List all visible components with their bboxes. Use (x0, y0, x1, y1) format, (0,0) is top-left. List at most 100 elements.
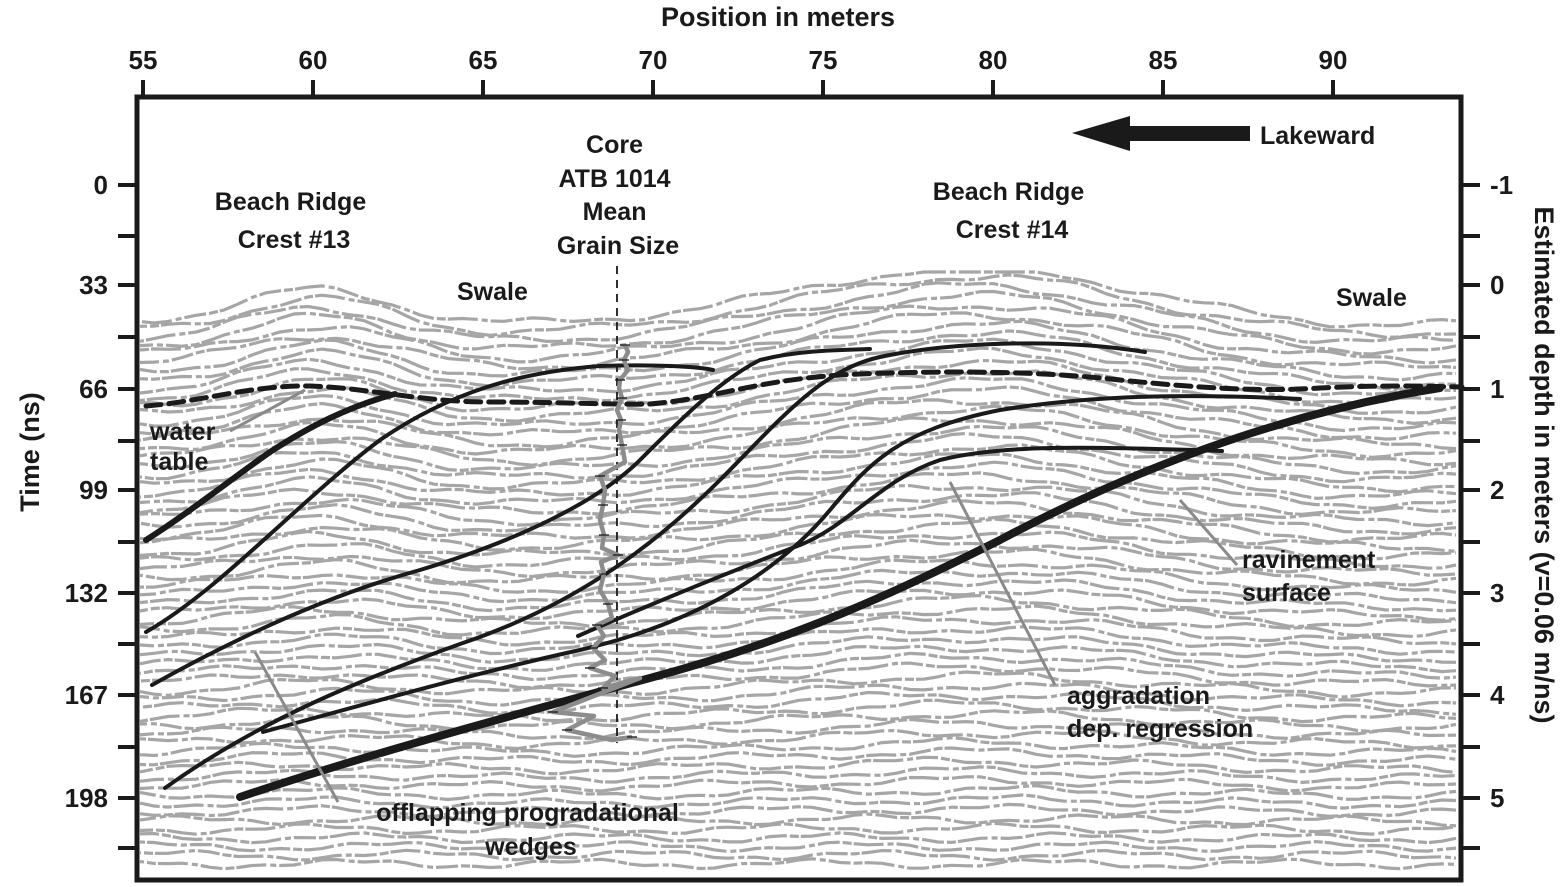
right-axis-title: Estimated depth in meters (v=0.06 m/ns) (1529, 207, 1559, 724)
wedge-line-3 (163, 341, 1147, 790)
crest14-line-2: Crest #14 (956, 216, 1069, 244)
reflection-line (139, 304, 1457, 365)
reflection-line (139, 270, 1457, 329)
reflection-line (139, 604, 1457, 639)
reflection-line (139, 588, 1457, 622)
right-tick-label: 3 (1490, 578, 1504, 608)
wedge-line-5 (576, 445, 1224, 638)
left-tick-label: 132 (65, 578, 108, 608)
aggradation-line-2: dep. regression (1067, 715, 1253, 743)
core-line-2: ATB 1014 (558, 165, 670, 193)
core-label: Core ATB 1014 Mean Grain Size (557, 131, 679, 260)
top-axis-title: Position in meters (661, 2, 895, 32)
swale-left-label: Swale (457, 278, 528, 306)
leader-lines (229, 388, 1239, 803)
core-log (548, 266, 643, 743)
reflection-line (139, 728, 1457, 751)
reflection-line (139, 775, 1457, 793)
left-arrow-icon (1072, 116, 1250, 151)
water-table-line (143, 369, 1465, 409)
reflection-line (139, 499, 1457, 544)
aggradation-line-1: aggradation (1067, 682, 1210, 710)
reflection-line (139, 839, 1457, 854)
reflection-line (139, 273, 1457, 339)
top-tick-label: 80 (979, 45, 1008, 75)
wedge-line-1 (144, 363, 715, 634)
wedge-line-4 (261, 394, 1302, 734)
reflection-line (139, 661, 1457, 690)
grain-size-sample-ticks (548, 344, 637, 738)
upper-wedge-thick-line (143, 391, 398, 543)
offlapping-leader (253, 651, 340, 803)
water-table-label: water table (149, 418, 222, 476)
crest14-label: Beach Ridge Crest #14 (933, 178, 1091, 244)
ravinement-leader (1178, 499, 1239, 566)
plot-frame (134, 94, 1464, 883)
water-table-leader (229, 388, 306, 433)
reflection-line (139, 452, 1457, 500)
lakeward-indicator: Lakeward (1072, 116, 1375, 151)
left-tick-label: 66 (79, 374, 108, 404)
top-tick-label: 90 (1319, 45, 1348, 75)
radargram (137, 97, 1461, 880)
reflection-line (139, 812, 1457, 828)
aggradation-leader (948, 481, 1057, 686)
left-tick-label: 198 (65, 783, 108, 813)
reflection-line (139, 635, 1457, 664)
reflection-line (139, 424, 1457, 476)
reflection-line (139, 538, 1457, 579)
reflection-line (139, 821, 1457, 836)
reflection-line (139, 431, 1457, 484)
core-line-4: Grain Size (557, 232, 679, 260)
reflection-line (139, 568, 1457, 605)
reflection-line (139, 848, 1457, 862)
reflection-line (139, 793, 1457, 810)
reflection-line (139, 802, 1457, 819)
reflection-line (139, 831, 1457, 845)
reflection-line (139, 319, 1457, 382)
crest13-line-1: Beach Ridge (215, 188, 367, 216)
offlapping-label: offlapping progradational wedges (376, 799, 686, 861)
top-tick-label: 65 (469, 45, 498, 75)
left-tick-label: 0 (94, 170, 108, 200)
reflection-line (139, 857, 1457, 871)
lakeward-label: Lakeward (1260, 122, 1375, 150)
water-table-line-1: water (149, 418, 216, 446)
aggradation-label: aggradation dep. regression (1067, 682, 1253, 743)
ravinement-line-2: surface (1242, 579, 1331, 607)
reflection-line (140, 558, 1457, 594)
right-axis-ticks: -1 0 1 2 3 4 5 (1461, 170, 1513, 850)
water-table-line-2: table (150, 448, 208, 476)
reflection-line (139, 289, 1457, 356)
reflection-line (139, 690, 1457, 716)
reflection-line (139, 337, 1457, 397)
left-axis-ticks: 0 33 66 99 132 167 198 (65, 170, 137, 850)
right-tick-label: 1 (1490, 374, 1504, 404)
reflection-line (139, 736, 1457, 758)
reflection-line (139, 698, 1457, 724)
ravinement-label: ravinement surface (1242, 546, 1382, 607)
reflection-line (139, 547, 1457, 587)
top-tick-label: 85 (1149, 45, 1178, 75)
reflection-line (139, 784, 1457, 802)
right-tick-label: 4 (1490, 680, 1505, 710)
right-tick-label: 2 (1490, 475, 1504, 505)
top-tick-label: 60 (299, 45, 328, 75)
left-axis-title: Time (ns) (15, 392, 45, 512)
reflection-line (139, 491, 1457, 536)
top-tick-label: 55 (129, 45, 158, 75)
right-tick-label: 0 (1490, 270, 1504, 300)
reflection-line (139, 512, 1457, 553)
reflection-line (139, 329, 1457, 391)
radar-reflections (139, 270, 1457, 871)
reflection-line (139, 443, 1457, 494)
top-tick-label: 75 (809, 45, 838, 75)
offlapping-line-2: wedges (484, 833, 577, 861)
reflection-line (139, 681, 1457, 708)
left-tick-label: 99 (79, 475, 108, 505)
reflection-line (139, 755, 1457, 776)
reflection-line (139, 471, 1457, 517)
reflection-line (139, 404, 1457, 459)
reflection-line (139, 483, 1457, 528)
